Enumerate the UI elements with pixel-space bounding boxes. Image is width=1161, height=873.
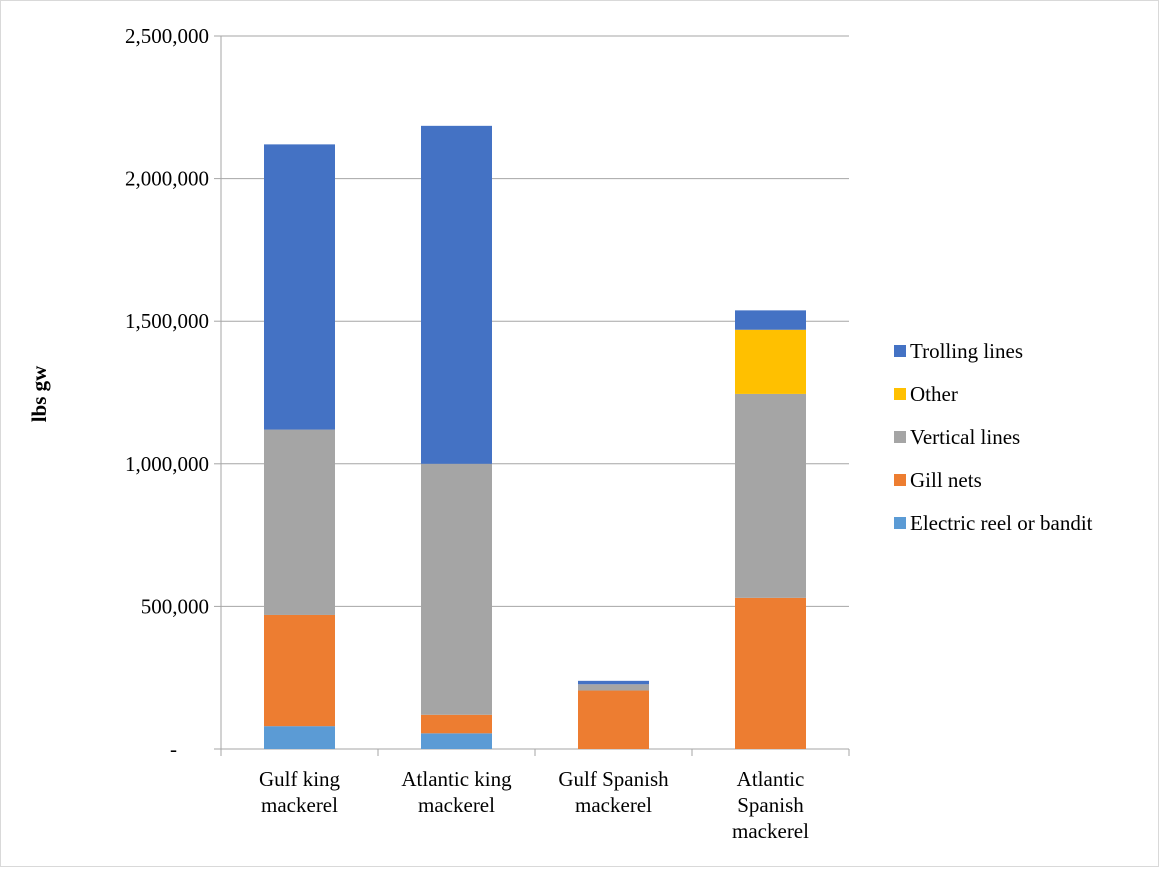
legend-swatch xyxy=(894,388,906,400)
y-tick-label: 2,500,000 xyxy=(125,24,209,48)
x-tick-label: mackerel xyxy=(418,793,495,817)
y-axis-label: lbs gw xyxy=(27,365,51,422)
bar-segment xyxy=(264,614,335,727)
legend-swatch xyxy=(894,474,906,486)
legend-swatch xyxy=(894,517,906,529)
x-tick-label: Atlantic xyxy=(737,767,805,791)
legend-label: Gill nets xyxy=(910,468,982,492)
legend-label: Electric reel or bandit xyxy=(910,511,1093,535)
bar-segment xyxy=(735,393,806,598)
y-tick-label: 500,000 xyxy=(141,594,209,618)
x-tick-label: Atlantic king xyxy=(401,767,512,791)
bar-segment xyxy=(421,125,492,464)
bar-segment xyxy=(735,597,806,749)
y-tick-label: 1,000,000 xyxy=(125,452,209,476)
bar-segment xyxy=(421,733,492,749)
bar-segment xyxy=(578,684,649,691)
y-tick-label: 2,000,000 xyxy=(125,167,209,191)
y-tick-label: 1,500,000 xyxy=(125,309,209,333)
bar-segment xyxy=(735,310,806,330)
legend-label: Trolling lines xyxy=(910,339,1023,363)
legend-label: Other xyxy=(910,382,958,406)
bar-segment xyxy=(421,463,492,715)
legend-swatch xyxy=(894,345,906,357)
x-tick-label: Gulf king xyxy=(259,767,341,791)
x-tick-label: mackerel xyxy=(732,819,809,843)
bar-segment xyxy=(264,144,335,430)
bar-segment xyxy=(264,429,335,615)
x-tick-label: mackerel xyxy=(575,793,652,817)
bar-segment xyxy=(578,680,649,685)
bar-segment xyxy=(264,726,335,749)
bar-segment xyxy=(735,329,806,394)
x-tick-label: Gulf Spanish xyxy=(558,767,669,791)
x-tick-label: Spanish xyxy=(737,793,804,817)
bar-segment xyxy=(421,714,492,734)
x-tick-label: mackerel xyxy=(261,793,338,817)
bar-segment xyxy=(578,690,649,749)
legend-swatch xyxy=(894,431,906,443)
legend-label: Vertical lines xyxy=(910,425,1020,449)
y-tick-label: - xyxy=(170,737,177,761)
